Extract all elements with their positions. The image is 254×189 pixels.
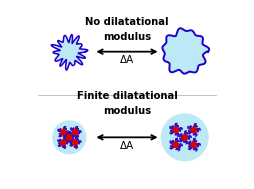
Polygon shape	[162, 28, 209, 74]
Text: No dilatational: No dilatational	[85, 17, 169, 27]
Circle shape	[182, 135, 187, 140]
Circle shape	[73, 129, 78, 135]
Circle shape	[61, 129, 66, 135]
Text: ΔA: ΔA	[120, 141, 134, 151]
Text: modulus: modulus	[103, 32, 151, 42]
Circle shape	[173, 127, 178, 132]
Text: modulus: modulus	[103, 106, 151, 116]
Circle shape	[173, 142, 178, 147]
Polygon shape	[53, 121, 86, 154]
Circle shape	[73, 140, 78, 145]
Text: Finite dilatational: Finite dilatational	[77, 91, 177, 101]
Text: ΔA: ΔA	[120, 55, 134, 65]
Polygon shape	[162, 114, 208, 161]
Circle shape	[61, 140, 66, 145]
Polygon shape	[51, 35, 88, 70]
Circle shape	[191, 142, 196, 147]
Circle shape	[67, 135, 72, 140]
Circle shape	[191, 127, 196, 132]
